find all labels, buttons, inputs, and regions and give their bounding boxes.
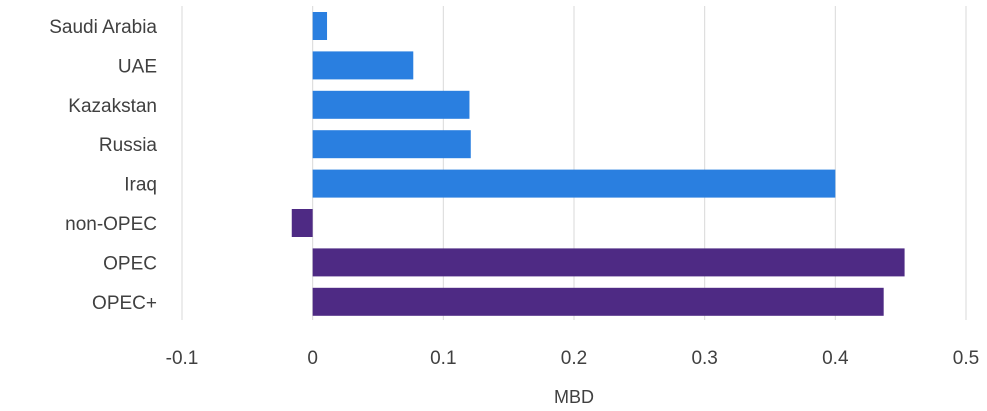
bar-russia xyxy=(312,130,471,159)
bar-saudi-arabia xyxy=(312,12,328,40)
category-label: OPEC+ xyxy=(92,293,157,314)
category-label: Kazakstan xyxy=(68,96,157,117)
x-tick-label: 0.5 xyxy=(953,348,979,369)
category-label: Russia xyxy=(99,135,158,156)
x-tick-label: 0.3 xyxy=(691,348,717,369)
x-tick-label: 0.2 xyxy=(561,348,587,369)
bar-opec xyxy=(312,248,905,277)
x-axis-title: MBD xyxy=(554,387,594,407)
bar-uae xyxy=(312,51,414,80)
bar-opec- xyxy=(312,287,884,316)
x-tick-labels: -0.1 0 0.1 0.2 0.3 0.4 0.5 xyxy=(166,348,980,369)
category-label: UAE xyxy=(118,56,157,77)
category-label: Iraq xyxy=(124,175,157,196)
x-tick-label: -0.1 xyxy=(166,348,199,369)
bar-kazakstan xyxy=(312,90,470,119)
x-tick-label: 0.1 xyxy=(430,348,456,369)
category-label: OPEC xyxy=(103,253,157,274)
x-tick-label: 0 xyxy=(307,348,318,369)
x-tick-label: 0.4 xyxy=(822,348,849,369)
category-label: Saudi Arabia xyxy=(49,17,157,38)
bar-non-opec xyxy=(291,209,313,237)
bars xyxy=(291,12,905,316)
category-label: non-OPEC xyxy=(65,214,157,235)
category-labels: Saudi Arabia UAE Kazakstan Russia Iraq non-OP… xyxy=(49,17,157,314)
bar-iraq xyxy=(312,169,836,198)
